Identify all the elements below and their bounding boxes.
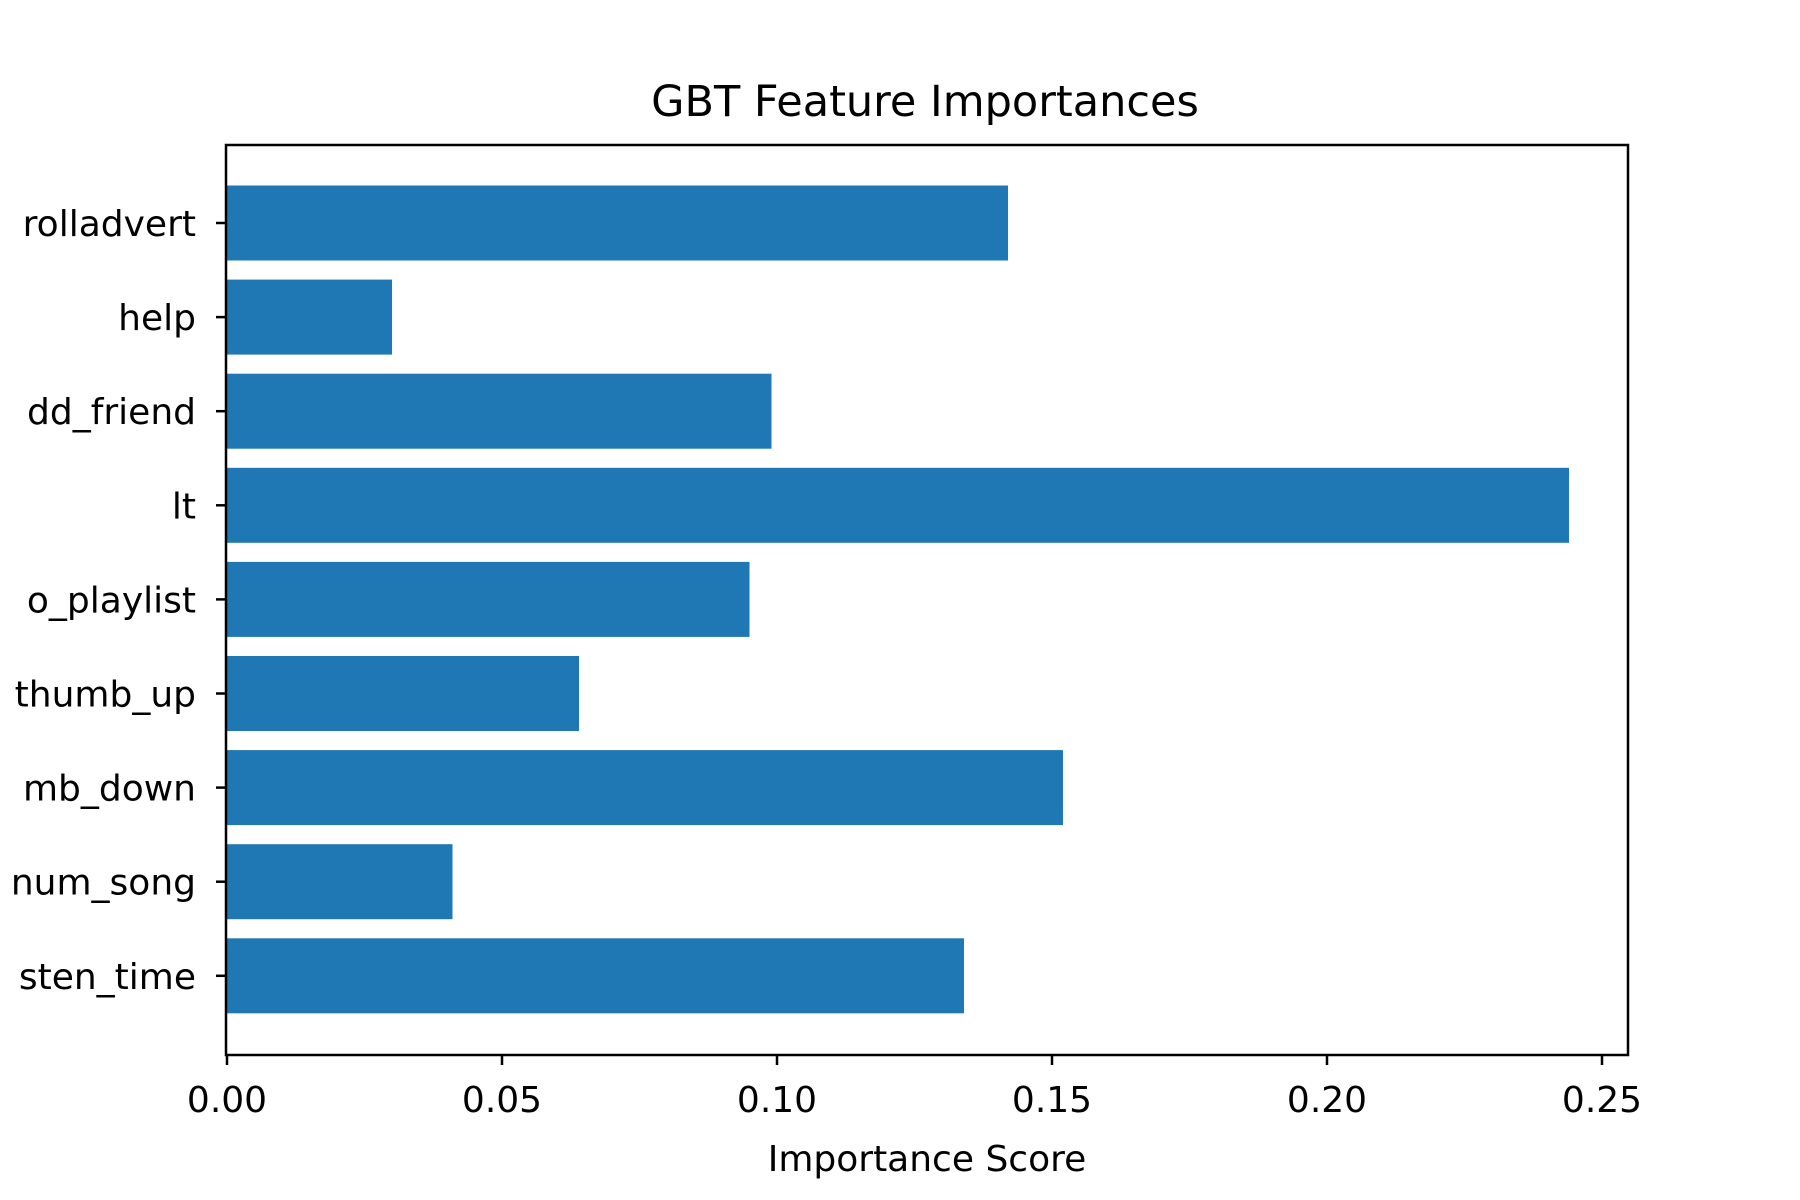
- x-axis-label: Importance Score: [768, 1139, 1087, 1180]
- x-tick-label: 0.10: [737, 1080, 817, 1121]
- y-tick-label: o_playlist: [27, 580, 196, 621]
- x-tick-label: 0.25: [1562, 1080, 1642, 1121]
- y-tick-label: num_song: [11, 863, 196, 904]
- bar-help: [227, 279, 392, 355]
- x-axis-ticks: 0.00 0.05 0.10 0.15 0.20 0.25: [187, 1055, 1642, 1121]
- bar-sten_time: [227, 938, 964, 1014]
- chart-title: GBT Feature Importances: [651, 77, 1199, 127]
- bar-rolladvert: [227, 185, 1008, 261]
- x-tick-label: 0.05: [462, 1080, 542, 1121]
- bar-thumb_up: [227, 656, 579, 731]
- y-tick-label: lt: [172, 486, 196, 527]
- x-tick-label: 0.00: [187, 1080, 267, 1121]
- y-tick-label: help: [118, 298, 196, 339]
- bar-mb_down: [227, 750, 1063, 826]
- bar-num_song: [227, 844, 453, 920]
- bar-o_playlist: [227, 561, 750, 637]
- x-tick-label: 0.20: [1287, 1080, 1367, 1121]
- y-tick-label: thumb_up: [15, 675, 196, 716]
- bar-lt: [227, 467, 1569, 543]
- plot-frame: [224, 143, 1630, 1057]
- y-tick-label: rolladvert: [23, 204, 196, 245]
- y-tick-label: mb_down: [23, 769, 196, 810]
- x-tick-label: 0.15: [1012, 1080, 1092, 1121]
- y-tick-label: sten_time: [19, 957, 196, 998]
- y-tick-label: dd_friend: [27, 392, 196, 433]
- bar-dd_friend: [227, 373, 772, 449]
- bars-group: [227, 185, 1569, 1014]
